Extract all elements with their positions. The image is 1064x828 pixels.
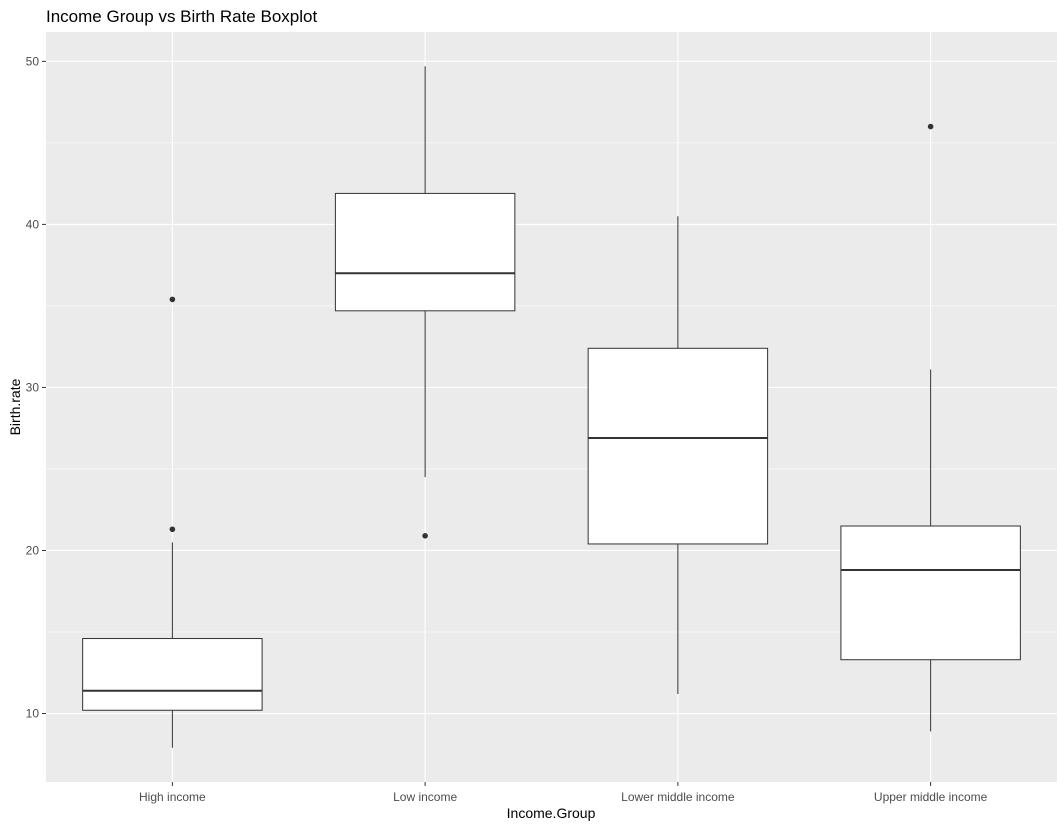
outlier-point [169,526,176,533]
box-lower-middle-income [587,216,769,694]
y-tick-label: 20 [26,543,40,557]
x-axis-title: Income.Group [507,805,596,821]
chart-title: Income Group vs Birth Rate Boxplot [46,7,317,26]
y-tick-label: 30 [26,380,40,394]
x-tick-label: High income [139,790,206,804]
box-iqr [587,347,769,545]
x-tick-label: Lower middle income [621,790,735,804]
box-iqr [840,525,1021,661]
outlier-point [169,296,176,303]
y-tick-label: 40 [26,217,40,231]
y-tick-label: 50 [26,54,40,68]
outlier-point [927,123,934,130]
box-iqr [82,638,263,711]
boxes [82,66,1021,748]
x-tick-label: Low income [393,790,457,804]
y-tick-label: 10 [26,707,40,721]
outlier-point [422,533,428,539]
axes: 10 20 30 40 50 High income Low income Lower mid… [26,54,988,804]
box-high-income [82,296,263,748]
y-axis-title: Birth.rate [7,378,23,435]
box-iqr [334,192,516,312]
box-upper-middle-income [840,123,1021,732]
x-tick-label: Upper middle income [874,790,988,804]
box-low-income [334,66,516,539]
